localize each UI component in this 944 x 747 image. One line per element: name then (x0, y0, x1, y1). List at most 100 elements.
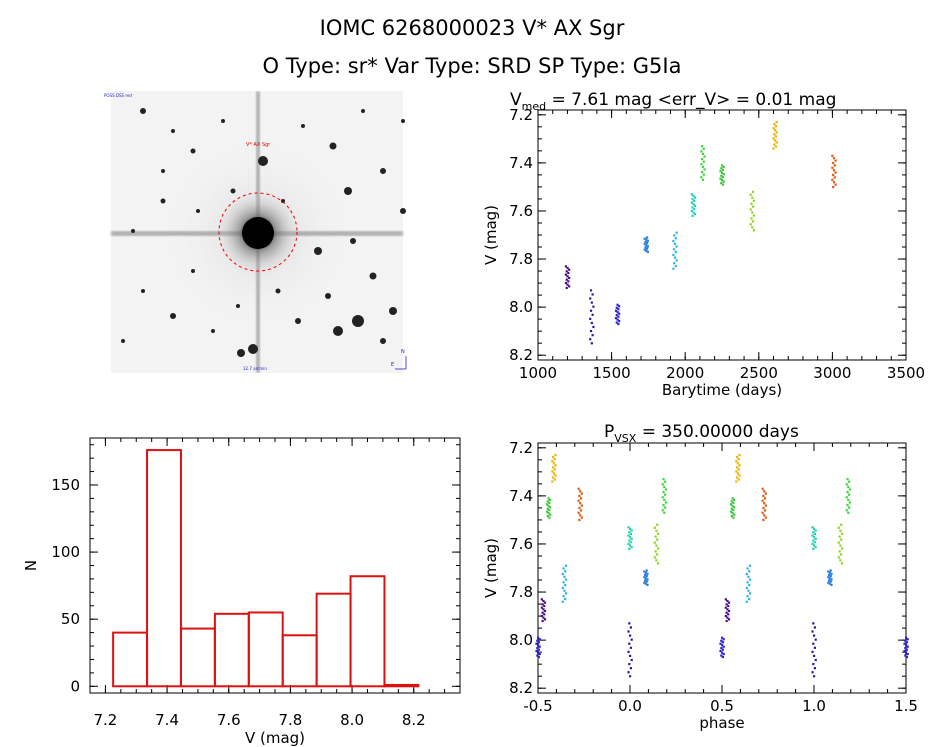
lc-point (719, 177, 722, 180)
lc-point (832, 181, 836, 184)
lc-point (615, 314, 618, 317)
lc-point (692, 211, 695, 214)
phase-point (643, 570, 646, 573)
phase-point (545, 510, 549, 513)
lc-point (751, 196, 754, 199)
phase-point (720, 654, 723, 657)
phase-point (724, 606, 727, 609)
field-star (190, 148, 196, 154)
phase-point (578, 494, 581, 498)
phase-point (561, 600, 564, 603)
lc-point (752, 199, 755, 202)
phase-point (812, 531, 815, 534)
phase-xtick-label: 0.0 (618, 697, 642, 715)
phase-point (551, 480, 554, 483)
hist-bar (315, 592, 352, 688)
lc-title-sym: V (510, 90, 522, 110)
lc-point (589, 309, 593, 312)
phase-point (577, 511, 580, 514)
phase-point (628, 539, 631, 542)
phase-point (662, 478, 665, 481)
field-star (389, 307, 397, 315)
lc-point (690, 201, 693, 204)
phase-point (903, 642, 906, 645)
phase-point (654, 550, 657, 553)
phase-point (814, 537, 817, 540)
phase-point (722, 638, 725, 641)
lc-point (566, 275, 569, 278)
phase-point (562, 567, 565, 570)
phase-point (840, 547, 844, 550)
phase-point (537, 644, 540, 647)
phase-point (737, 468, 740, 471)
lc-point (590, 321, 593, 325)
phase-point (546, 507, 549, 510)
lc-point (719, 170, 722, 173)
phase-point (644, 573, 647, 577)
phase-point (664, 501, 668, 504)
phase-point (549, 513, 552, 516)
lc-point (720, 182, 723, 185)
phase-point (827, 576, 830, 579)
field-star (171, 129, 175, 133)
phase-point (579, 497, 583, 500)
phase-point (628, 531, 631, 534)
phase-point (763, 514, 766, 517)
hist-bar (179, 627, 216, 688)
phase-point (729, 503, 733, 506)
phase-point (629, 527, 632, 530)
phase-point (563, 589, 566, 592)
phase-point (811, 630, 814, 633)
lc-xtick-label: 2000 (666, 364, 704, 382)
lc-point (672, 253, 675, 256)
lc-point (701, 145, 704, 148)
lc-point (701, 170, 704, 174)
phase-point (643, 576, 646, 579)
phase-point (628, 622, 631, 625)
phase-point (827, 581, 830, 584)
phase-point (838, 550, 841, 553)
phase-point (905, 648, 908, 651)
phase-point (813, 544, 816, 547)
phase-point (628, 662, 631, 666)
phase-point (580, 492, 583, 495)
lc-point (772, 127, 775, 130)
phase-point (656, 553, 659, 556)
phase-point (538, 652, 541, 656)
phase-point (725, 603, 728, 606)
phase-point (830, 572, 833, 575)
field-star (236, 304, 240, 308)
phase-point (543, 613, 546, 616)
lc-point (720, 167, 723, 170)
phase-point (537, 655, 540, 659)
phase-point (839, 544, 842, 547)
hist-bar (349, 575, 386, 688)
lc-point (643, 248, 646, 251)
phase-point (562, 595, 565, 598)
phase-point (735, 480, 738, 483)
chart-subtitle: O Type: sr* Var Type: SRD SP Type: G5Ia (262, 54, 682, 78)
field-star (237, 349, 245, 357)
lc-point (592, 325, 595, 329)
phase-title-sub: VSX (614, 432, 637, 445)
image-corner-label: POSS DSS red (104, 93, 132, 98)
phase-point (554, 454, 557, 457)
lc-point (722, 173, 725, 176)
lc-point (589, 317, 592, 320)
field-star (301, 124, 305, 128)
phase-point (811, 671, 814, 674)
phase-point (848, 488, 852, 491)
phase-point (646, 572, 649, 575)
lc-point (564, 281, 568, 285)
lc-point (568, 276, 571, 280)
phase-point (536, 647, 539, 650)
phase-point (840, 532, 844, 535)
phase-point (904, 647, 907, 650)
phase-point (847, 485, 850, 489)
lc-point (751, 211, 754, 214)
phase-point (814, 658, 817, 662)
lc-point (693, 208, 696, 211)
phase-point (813, 634, 816, 637)
phase-xtick-label: 1.5 (894, 697, 918, 715)
lc-point (693, 204, 697, 207)
